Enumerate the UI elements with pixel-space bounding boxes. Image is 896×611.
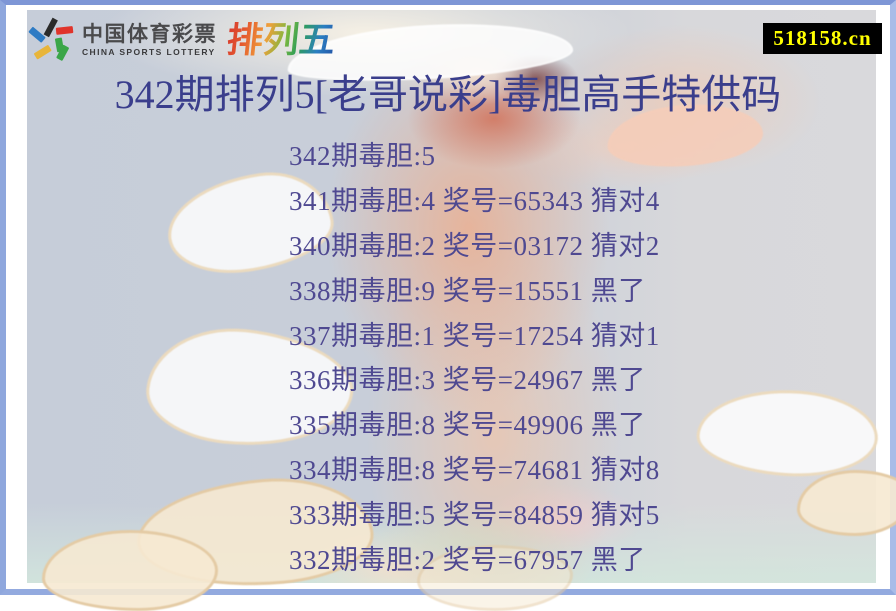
prediction-row: 336期毒胆:3 奖号=24967 黑了 bbox=[289, 365, 646, 396]
page-title: 342期排列5[老哥说彩]毒胆高手特供码 bbox=[114, 72, 782, 117]
brand-name-cn: 中国体育彩票 bbox=[82, 22, 217, 46]
background-illustration bbox=[27, 10, 896, 611]
brand-name-en: CHINA SPORTS LOTTERY bbox=[82, 46, 216, 57]
game-name: 排列五 bbox=[224, 19, 338, 60]
brand-logo-text: 中国体育彩票 CHINA SPORTS LOTTERY bbox=[82, 24, 217, 57]
prediction-row: 332期毒胆:2 奖号=67957 黑了 bbox=[289, 544, 646, 575]
prediction-list: 342期毒胆:5 341期毒胆:4 奖号=65343 猜对4 340期毒胆:2 … bbox=[289, 131, 660, 580]
prediction-row: 338期毒胆:9 奖号=15551 黑了 bbox=[289, 275, 646, 306]
brand-logo: 中国体育彩票 CHINA SPORTS LOTTERY 排列五 bbox=[28, 15, 338, 65]
cloud-decoration bbox=[797, 470, 896, 536]
prediction-row: 333期毒胆:5 奖号=84859 猜对5 bbox=[289, 500, 660, 531]
prediction-row: 342期毒胆:5 bbox=[289, 140, 436, 171]
prediction-row: 337期毒胆:1 奖号=17254 猜对1 bbox=[289, 320, 660, 351]
china-sports-lottery-mark-icon bbox=[28, 17, 74, 61]
prediction-row: 334期毒胆:8 奖号=74681 猜对8 bbox=[289, 455, 660, 486]
site-url-badge[interactable]: 518158.cn bbox=[763, 23, 882, 54]
prediction-row: 340期毒胆:2 奖号=03172 猜对2 bbox=[289, 230, 660, 261]
prediction-row: 335期毒胆:8 奖号=49906 黑了 bbox=[289, 410, 646, 441]
prediction-row: 341期毒胆:4 奖号=65343 猜对4 bbox=[289, 185, 660, 216]
